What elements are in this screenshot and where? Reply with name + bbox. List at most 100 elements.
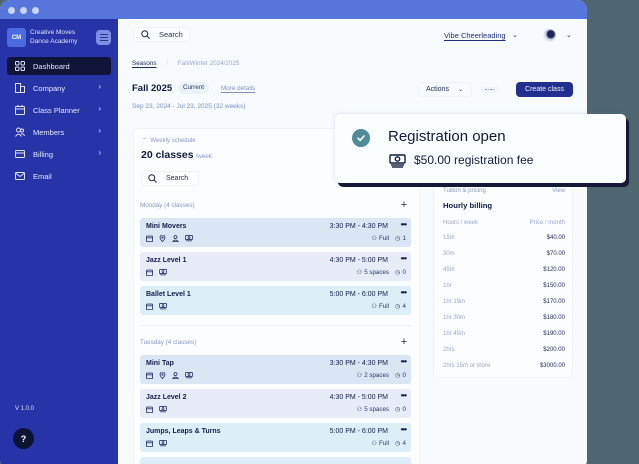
- global-search[interactable]: Search: [133, 27, 190, 42]
- add-class-tuesday-button[interactable]: +: [400, 336, 408, 348]
- registration-fee: $50.00 registration fee: [414, 153, 534, 167]
- collapse-menu-button[interactable]: [96, 30, 111, 45]
- class-time: 3:30 PM - 4:30 PM: [329, 360, 388, 367]
- sidebar-item-billing[interactable]: Billing ›: [7, 145, 111, 163]
- more-options-button[interactable]: •••: [400, 391, 407, 400]
- class-name: Jumps, Leaps & Turns: [146, 428, 221, 435]
- more-options-button[interactable]: •••: [400, 288, 407, 297]
- window-maximize-dot[interactable]: [32, 7, 39, 14]
- class-card[interactable]: Jazz Level 1 4:30 PM - 5:00 PM ••• ⚇ 5 sp…: [140, 252, 411, 281]
- class-capacity: ⚇ 2 spaces: [356, 372, 389, 379]
- class-waitlist: ◷ 0: [395, 269, 406, 276]
- money-icon: [159, 406, 167, 413]
- users-icon: [15, 127, 25, 137]
- class-count-unit: /week: [195, 153, 213, 160]
- sidebar-item-dashboard[interactable]: Dashboard: [7, 57, 111, 75]
- schedule-search[interactable]: Search: [141, 171, 199, 186]
- registration-toast: Registration open $50.00 registration fe…: [335, 114, 626, 183]
- calendar-icon: [15, 105, 25, 115]
- organization-selector[interactable]: Vibe Cheerleading: [444, 31, 506, 40]
- chevron-down-icon: ⌄: [457, 87, 463, 93]
- instructor-icon: [172, 372, 179, 379]
- pricing-row: 1hr 45m $190.00: [443, 331, 565, 337]
- chevron-right-icon: ›: [98, 126, 101, 135]
- breadcrumb-current[interactable]: Fall/Winter 2024/2025: [177, 60, 240, 67]
- class-card[interactable]: Jazz Level 2 4:30 PM - 5:00 PM ••• ⚇ 5 sp…: [140, 389, 411, 418]
- users-icon: ⚇: [356, 269, 363, 276]
- pricing-row: 15m $40.00: [443, 235, 565, 241]
- users-icon: ⚇: [356, 406, 363, 413]
- search-placeholder: Search: [166, 175, 189, 182]
- location-icon: [159, 235, 166, 242]
- page-title: Fall 2025: [132, 83, 173, 94]
- sidebar-item-email[interactable]: Email: [7, 167, 111, 185]
- pricing-row: 45m $120.00: [443, 267, 565, 273]
- day-divider: [140, 325, 411, 326]
- sidebar-item-class-planner[interactable]: Class Planner ›: [7, 101, 111, 119]
- class-waitlist: ◷ 0: [395, 406, 406, 413]
- more-options-button[interactable]: •••: [400, 220, 407, 229]
- pricing-row: 1hr 15m $170.00: [443, 299, 565, 305]
- weekly-schedule-toggle[interactable]: ⌃ Weekly schedule: [142, 137, 196, 144]
- company-name-line2: Dance Academy: [30, 38, 78, 45]
- chevron-right-icon: ›: [98, 148, 101, 157]
- search-icon: [148, 174, 157, 183]
- class-card[interactable]: Mini Tap 3:30 PM - 4:30 PM ••• ⚇ 2 spaces…: [140, 355, 411, 384]
- breadcrumb: Seasons / Fall/Winter 2024/2025: [132, 60, 239, 67]
- add-class-monday-button[interactable]: +: [400, 199, 408, 211]
- sidebar-nav: Dashboard Company › Class Planner › Memb…: [7, 57, 111, 189]
- toast-title: Registration open: [388, 128, 506, 145]
- class-waitlist: ◷ 1: [395, 235, 406, 242]
- sidebar-item-members[interactable]: Members ›: [7, 123, 111, 141]
- clock-icon: ◷: [395, 235, 401, 242]
- pricing-section-label: Tuition & pricing: [443, 188, 486, 194]
- more-options-button[interactable]: •••: [400, 357, 407, 366]
- tuition-pricing-panel: Tuition & pricing View Hourly billing Ho…: [433, 183, 573, 378]
- weekly-schedule-panel: ⌃ Weekly schedule 20 classes/week Search…: [133, 128, 420, 464]
- more-options-button[interactable]: •••: [400, 425, 407, 434]
- clock-icon: ◷: [395, 440, 401, 447]
- chevron-right-icon: ›: [98, 82, 101, 91]
- chevron-down-icon[interactable]: ⌄: [512, 32, 518, 39]
- app-window: CM Creative Moves Dance Academy Dashboar…: [0, 0, 587, 464]
- sidebar-item-company[interactable]: Company ›: [7, 79, 111, 97]
- users-icon: ⚇: [371, 303, 378, 310]
- class-card[interactable]: Ballet Level 1 5:00 PM - 6:00 PM ••• ⚇ Fu…: [140, 286, 411, 315]
- clock-icon: ◷: [395, 269, 401, 276]
- class-card[interactable]: Jumps, Leaps & Turns 5:00 PM - 6:00 PM •…: [140, 423, 411, 452]
- class-card-partial[interactable]: [140, 457, 411, 464]
- main-content: Search Vibe Cheerleading ⌄ ⌄ Seasons / F…: [118, 19, 587, 464]
- breadcrumb-seasons[interactable]: Seasons: [132, 60, 157, 67]
- money-icon: [159, 440, 167, 447]
- calendar-icon: [146, 406, 153, 413]
- instructor-icon: [172, 235, 179, 242]
- user-avatar[interactable]: [543, 29, 556, 42]
- chevron-right-icon: ›: [98, 104, 101, 113]
- class-icons: [146, 372, 193, 379]
- clock-icon: ◷: [395, 406, 401, 413]
- window-minimize-dot[interactable]: [20, 7, 27, 14]
- sidebar-item-label: Billing: [33, 149, 54, 159]
- help-button[interactable]: ?: [13, 428, 34, 449]
- class-icons: [146, 406, 167, 413]
- money-icon: [185, 235, 193, 242]
- pricing-row: 2hrs $200.00: [443, 347, 565, 353]
- sidebar-item-label: Dashboard: [33, 61, 70, 71]
- pricing-row: 1hr 30m $180.00: [443, 315, 565, 321]
- class-icons: [146, 235, 193, 242]
- search-placeholder: Search: [159, 30, 183, 39]
- more-details-link[interactable]: More details: [221, 85, 256, 92]
- calendar-icon: [146, 303, 153, 310]
- class-time: 5:00 PM - 6:00 PM: [329, 291, 388, 298]
- window-close-dot[interactable]: [8, 7, 15, 14]
- chevron-down-icon[interactable]: ⌄: [566, 32, 572, 39]
- mail-icon: [15, 172, 25, 180]
- clock-icon: ◷: [395, 303, 401, 310]
- actions-dropdown[interactable]: Actions ⌄: [418, 82, 472, 97]
- class-card[interactable]: Mini Movers 3:30 PM - 4:30 PM ••• ⚇ Full …: [140, 218, 411, 247]
- view-toggle[interactable]: [480, 87, 499, 92]
- more-options-button[interactable]: •••: [400, 254, 407, 263]
- class-name: Jazz Level 1: [146, 257, 187, 264]
- create-class-button[interactable]: Create class: [516, 82, 573, 97]
- pricing-view-link[interactable]: View: [552, 188, 565, 194]
